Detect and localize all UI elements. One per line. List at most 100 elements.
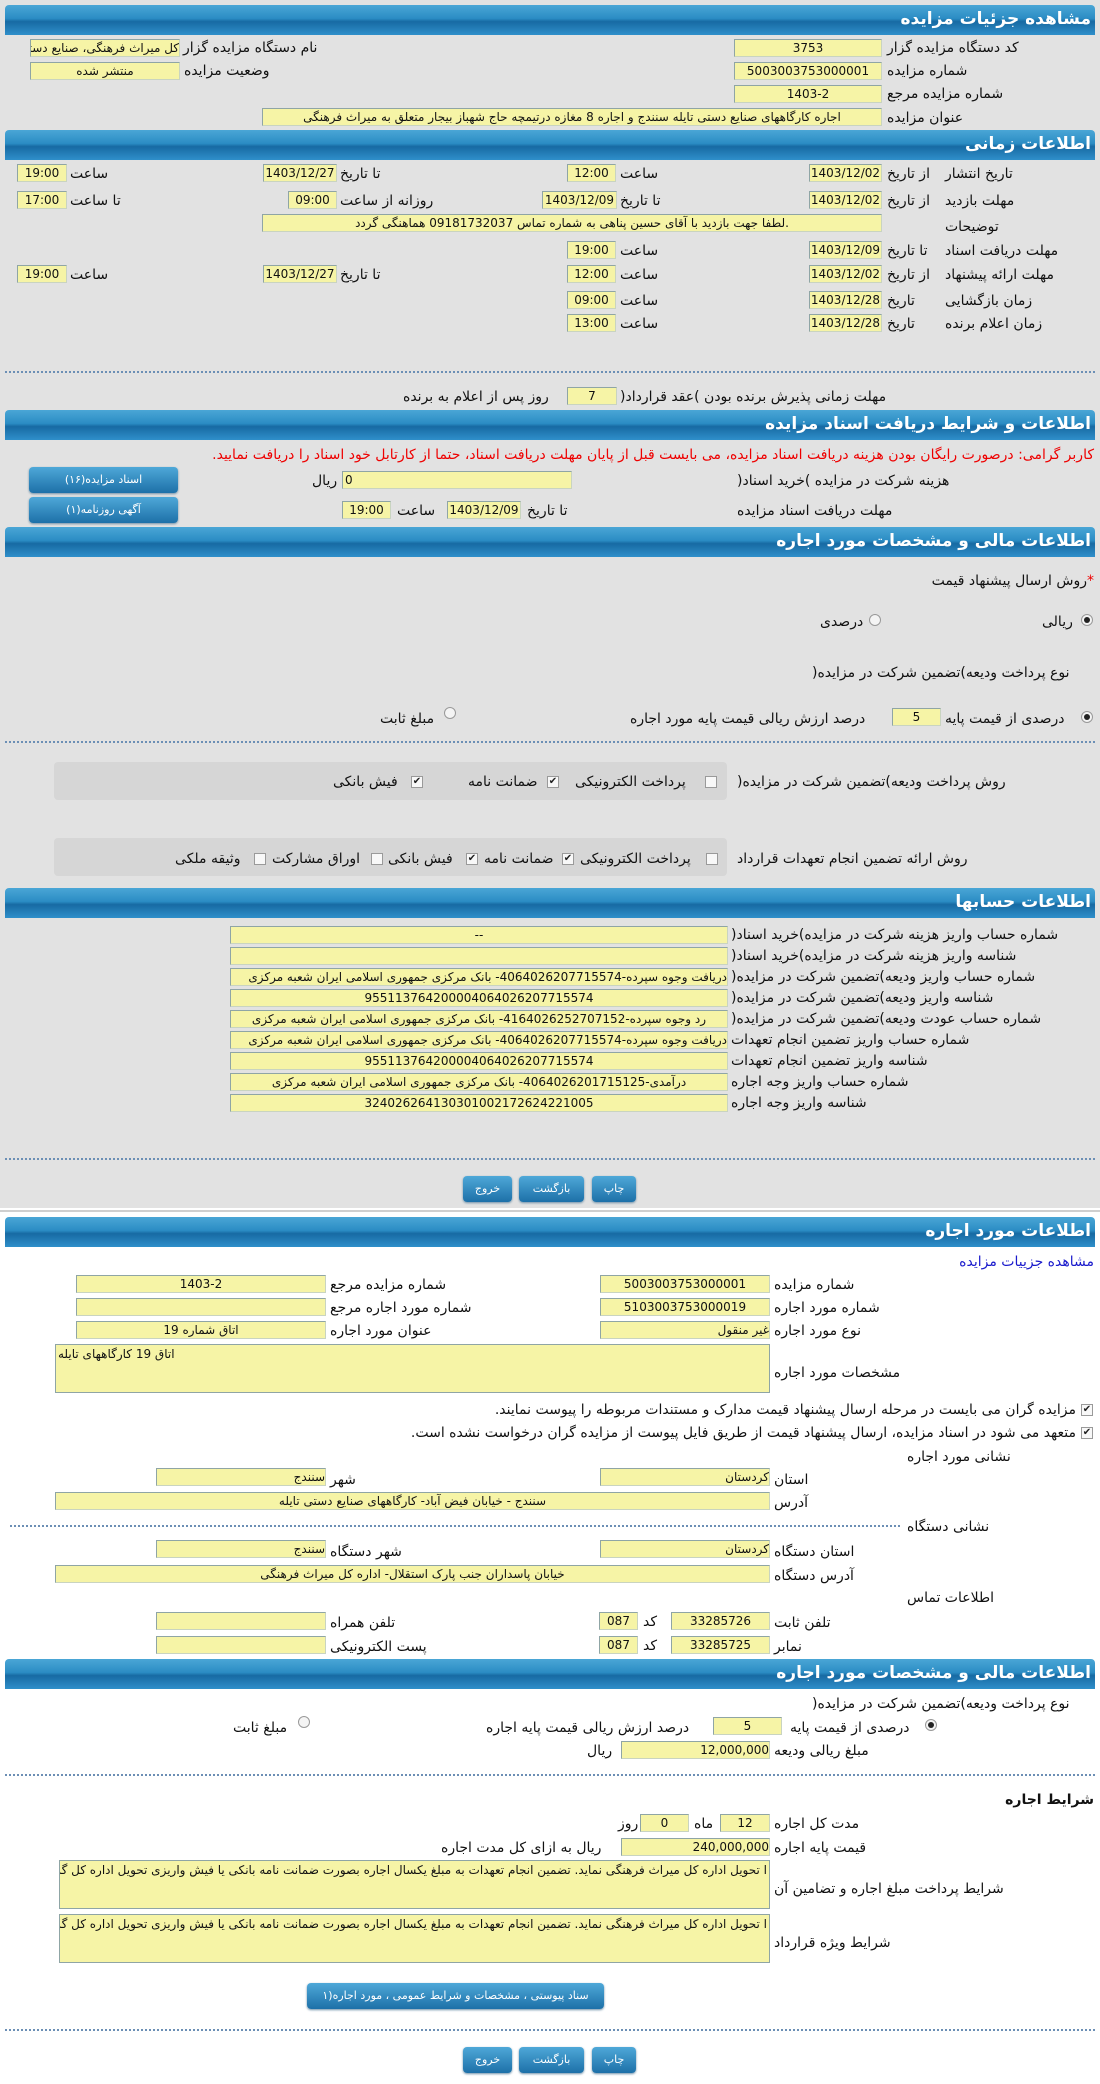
to-date-label: تا تاریخ	[340, 166, 381, 182]
time-label: ساعت	[620, 243, 659, 259]
ref-number-field: 1403-2	[734, 85, 882, 103]
checkbox-attach-documents[interactable]: ✔	[1081, 1404, 1093, 1416]
percent-of-base-label: درصدی از قیمت پایه	[945, 711, 1065, 727]
divider	[10, 1525, 900, 1527]
auction-number-label: شماره مزایده	[887, 63, 968, 79]
back-button[interactable]: بازگشت	[519, 2047, 584, 2073]
base-price-label: قیمت پایه اجاره	[774, 1840, 867, 1856]
special-terms-textarea: ا تحویل اداره کل میراث فرهنگی نماید. تضم…	[59, 1914, 770, 1963]
fee-field: 0	[342, 471, 572, 489]
radio-percent-of-base[interactable]	[1081, 711, 1093, 723]
from-date-label: از تاریخ	[887, 166, 930, 182]
rial-label: ریال	[312, 473, 338, 489]
lease-terms-title: شرایط اجاره	[1005, 1792, 1094, 1808]
offer-to-field: 1403/12/27	[263, 265, 337, 283]
opening-label: زمان بازگشایی	[945, 293, 1033, 309]
deposit-percent-field: 5	[713, 1717, 782, 1735]
account-value: درآمدی-4064026201715125- بانک مرکزی جمهو…	[230, 1073, 728, 1091]
org-province-field: کردستان	[600, 1540, 770, 1558]
time-label: ساعت	[70, 166, 109, 182]
view-auction-details-link[interactable]: مشاهده جزییات مزایده	[959, 1254, 1094, 1270]
checkbox-bank-receipt[interactable]: ✔	[466, 853, 478, 865]
address-label: آدرس	[774, 1495, 808, 1511]
divider	[5, 371, 1095, 373]
fax-label: نمابر	[774, 1639, 802, 1655]
visit-to-field: 1403/12/09	[542, 191, 617, 209]
org-address-field: خیابان پاسداران جنب پارک استقلال- اداره …	[55, 1565, 770, 1583]
checkbox-no-file-offer[interactable]: ✔	[1081, 1427, 1093, 1439]
winner-date-field: 1403/12/28	[809, 314, 882, 332]
exit-button[interactable]: خروج	[463, 1176, 512, 1202]
winner-time-field: 13:00	[567, 314, 616, 332]
print-button[interactable]: چاپ	[592, 2047, 636, 2073]
org-city-label: شهر دستگاه	[330, 1544, 402, 1560]
radio-rial[interactable]	[1081, 614, 1093, 626]
fax-code-field: 087	[599, 1636, 638, 1654]
publish-to-time-field: 19:00	[17, 164, 67, 182]
newspaper-ad-button[interactable]: آگهی روزنامه(۱)	[29, 497, 178, 523]
mobile-label: تلفن همراه	[330, 1615, 396, 1631]
lease-attachments-button[interactable]: سناد پیوستی ، مشخصات و شرایط عمومی ، مور…	[307, 1983, 604, 2009]
divider	[5, 1774, 1095, 1776]
deposit-type-label: نوع پرداخت ودیعه)تضمین شرکت در مزایده(	[812, 1696, 1070, 1712]
checkbox-electronic-payment[interactable]	[705, 776, 717, 788]
back-button[interactable]: بازگشت	[519, 1176, 584, 1202]
lease-item-title-label: عنوان مورد اجاره	[330, 1323, 432, 1339]
checkbox-property-collateral[interactable]	[254, 853, 266, 865]
lease-item-ref-field	[76, 1298, 326, 1316]
checkbox-electronic-payment[interactable]	[706, 853, 718, 865]
print-button[interactable]: چاپ	[592, 1176, 636, 1202]
base-price-suffix: ریال به ازای کل مدت اجاره	[441, 1840, 602, 1856]
winner-label: زمان اعلام برنده	[945, 316, 1043, 332]
time-label: ساعت	[620, 267, 659, 283]
checkbox-bank-receipt[interactable]: ✔	[411, 776, 423, 788]
radio-percent-of-base[interactable]	[925, 1719, 937, 1731]
months-field: 12	[720, 1814, 770, 1832]
account-label: شماره حساب عودت ودیعه)تضمین شرکت در مزای…	[731, 1011, 1042, 1027]
description-label: توضیحات	[945, 219, 999, 235]
fee-label: هزینه شرکت در مزایده )خرید اسناد(	[737, 473, 950, 489]
auction-documents-button[interactable]: اسناد مزایده(۱۶)	[29, 467, 178, 493]
percent-suffix: درصد ارزش ریالی قیمت پایه مورد اجاره	[630, 711, 866, 727]
org-code-field: 3753	[734, 39, 882, 57]
radio-fixed-amount[interactable]	[298, 1716, 310, 1728]
account-value: --	[230, 926, 728, 944]
date-label: تاریخ	[887, 293, 915, 309]
checkbox-participation-bonds[interactable]	[371, 853, 383, 865]
visit-time-from-field: 09:00	[288, 191, 337, 209]
exit-button[interactable]: خروج	[463, 2047, 512, 2073]
time-label: ساعت	[620, 293, 659, 309]
email-field	[156, 1636, 326, 1654]
accept-days-field: 7	[567, 387, 617, 405]
electronic-payment-label: پرداخت الکترونیکی	[575, 774, 686, 790]
section-header-documents: اطلاعات و شرایط دریافت اسناد مزایده	[5, 410, 1095, 440]
fixed-amount-label: مبلغ ثابت	[233, 1720, 288, 1736]
special-terms-label: شرایط ویژه قرارداد	[774, 1935, 891, 1951]
status-label: وضعیت مزایده	[184, 63, 270, 79]
to-date-label: تا تاریخ	[887, 243, 928, 259]
publish-from-time-field: 12:00	[567, 164, 616, 182]
org-name-label: نام دستگاه مزایده گزار	[183, 40, 318, 56]
fax-field: 33285725	[671, 1636, 770, 1654]
percent-suffix: درصد ارزش ریالی قیمت پایه اجاره	[486, 1720, 690, 1736]
offer-deadline-label: مهلت ارائه پیشنهاد	[945, 267, 1054, 283]
account-label: شناسه واریز هزینه شرکت در مزایده)خرید اس…	[731, 948, 1017, 964]
no-file-offer-label: متعهد می شود در اسناد مزایده، ارسال پیشن…	[410, 1425, 1076, 1441]
attach-documents-label: مزایده گران می بایست در مرحله ارسال پیشن…	[494, 1402, 1076, 1418]
account-label: شناسه واریز تضمین انجام تعهدات	[731, 1053, 928, 1069]
radio-percent[interactable]	[869, 614, 881, 626]
checkbox-guarantee-letter[interactable]: ✔	[547, 776, 559, 788]
org-city-field: سنندج	[156, 1540, 326, 1558]
account-value	[230, 947, 728, 965]
account-value: 955113764200004064026207715574	[230, 1052, 728, 1070]
docs-deadline-label: مهلت دریافت اسناد	[945, 243, 1059, 259]
checkbox-guarantee-letter[interactable]: ✔	[562, 853, 574, 865]
section-header-lease-item: اطلاعات مورد اجاره	[5, 1217, 1095, 1247]
radio-fixed-amount[interactable]	[444, 707, 456, 719]
account-value: 324026264130301002172624221005	[230, 1094, 728, 1112]
month-unit: ماه	[694, 1816, 714, 1832]
auction-number-field: 5003003753000001	[600, 1275, 770, 1293]
auction-title-field: اجاره کارگاههای صنایع دستی تایله سنندج و…	[262, 108, 882, 126]
ref-number-label: شماره مزایده مرجع	[887, 86, 1004, 102]
code-label: کد	[643, 1638, 658, 1654]
